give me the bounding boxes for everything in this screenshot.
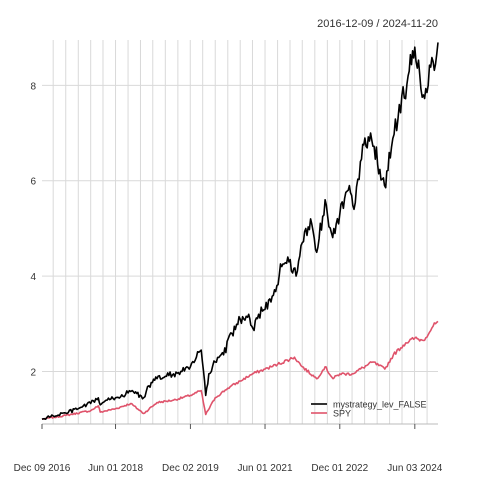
series-line-mystrategy-lev-false	[41, 42, 439, 420]
x-tick-label: Dec 02 2019	[162, 463, 219, 474]
chart-title: 2016-12-09 / 2024-11-20	[317, 18, 438, 30]
y-tick-label: 2	[30, 368, 36, 379]
x-tick-label: Jun 01 2018	[88, 463, 143, 474]
series-lines	[41, 42, 439, 420]
y-tick-label: 8	[30, 81, 36, 92]
axes: Dec 09 2016 Jun 01 2018 Dec 02 2019 Jun 01 …	[14, 81, 443, 474]
x-tick-label: Jun 03 2024	[387, 463, 442, 474]
legend-label: SPY	[333, 409, 351, 419]
x-tick-label: Dec 01 2022	[311, 463, 368, 474]
y-tick-label: 6	[30, 177, 36, 188]
y-tick-label: 4	[30, 272, 36, 283]
x-tick-label: Dec 09 2016	[14, 463, 71, 474]
x-tick-label: Jun 01 2021	[238, 463, 293, 474]
legend-label: mystrategy_lev_FALSE	[333, 400, 427, 410]
series-line-spy	[41, 320, 439, 420]
